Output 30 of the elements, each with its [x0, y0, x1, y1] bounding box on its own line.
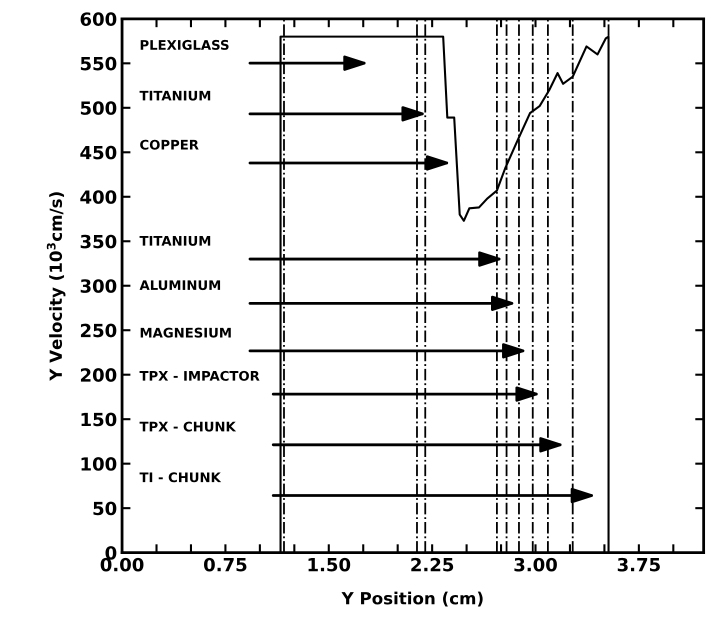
annotation: MAGNESIUM — [140, 328, 231, 338]
x-tick-label: 2.25 — [411, 558, 454, 572]
y-tick-label: 250 — [80, 324, 116, 338]
y-tick-label: 550 — [80, 56, 116, 70]
y-tick-label: 400 — [80, 190, 116, 204]
x-tick-label: 0.75 — [204, 558, 246, 572]
y-tick-label: 200 — [80, 368, 116, 382]
x-tick-label: 1.50 — [308, 558, 350, 572]
y-tick-label: 0 — [106, 546, 116, 560]
annotation: TI - CHUNK — [140, 472, 222, 482]
y-tick-label: 100 — [82, 457, 116, 471]
y-tick-label: 300 — [80, 279, 116, 293]
y-tick-label: 50 — [93, 502, 116, 516]
y-tick-label: 500 — [80, 101, 116, 115]
annotation: TITANIUM — [140, 236, 210, 246]
x-axis-title: Y Position (cm) — [341, 592, 483, 607]
x-tick-label: 3.75 — [618, 558, 660, 572]
annotation: PLEXIGLASS — [140, 40, 229, 50]
annotation: TPX - CHUNK — [140, 422, 236, 432]
annotation: TITANIUM — [140, 90, 210, 101]
x-tick-label: 3.00 — [514, 558, 557, 572]
annotation: TPX - IMPACTOR — [140, 370, 260, 381]
y-tick-label: 450 — [80, 146, 116, 160]
y-tick-label: 600 — [80, 12, 116, 26]
x-tick-label: 0.00 — [100, 558, 144, 572]
y-tick-label: 150 — [82, 412, 116, 426]
y-tick-label: 350 — [80, 234, 116, 248]
annotation: ALUMINUM — [140, 280, 220, 290]
y-axis-title: Y Velocity (10$^{3}$cm/s) — [46, 192, 66, 381]
annotation: COPPER — [140, 140, 199, 150]
